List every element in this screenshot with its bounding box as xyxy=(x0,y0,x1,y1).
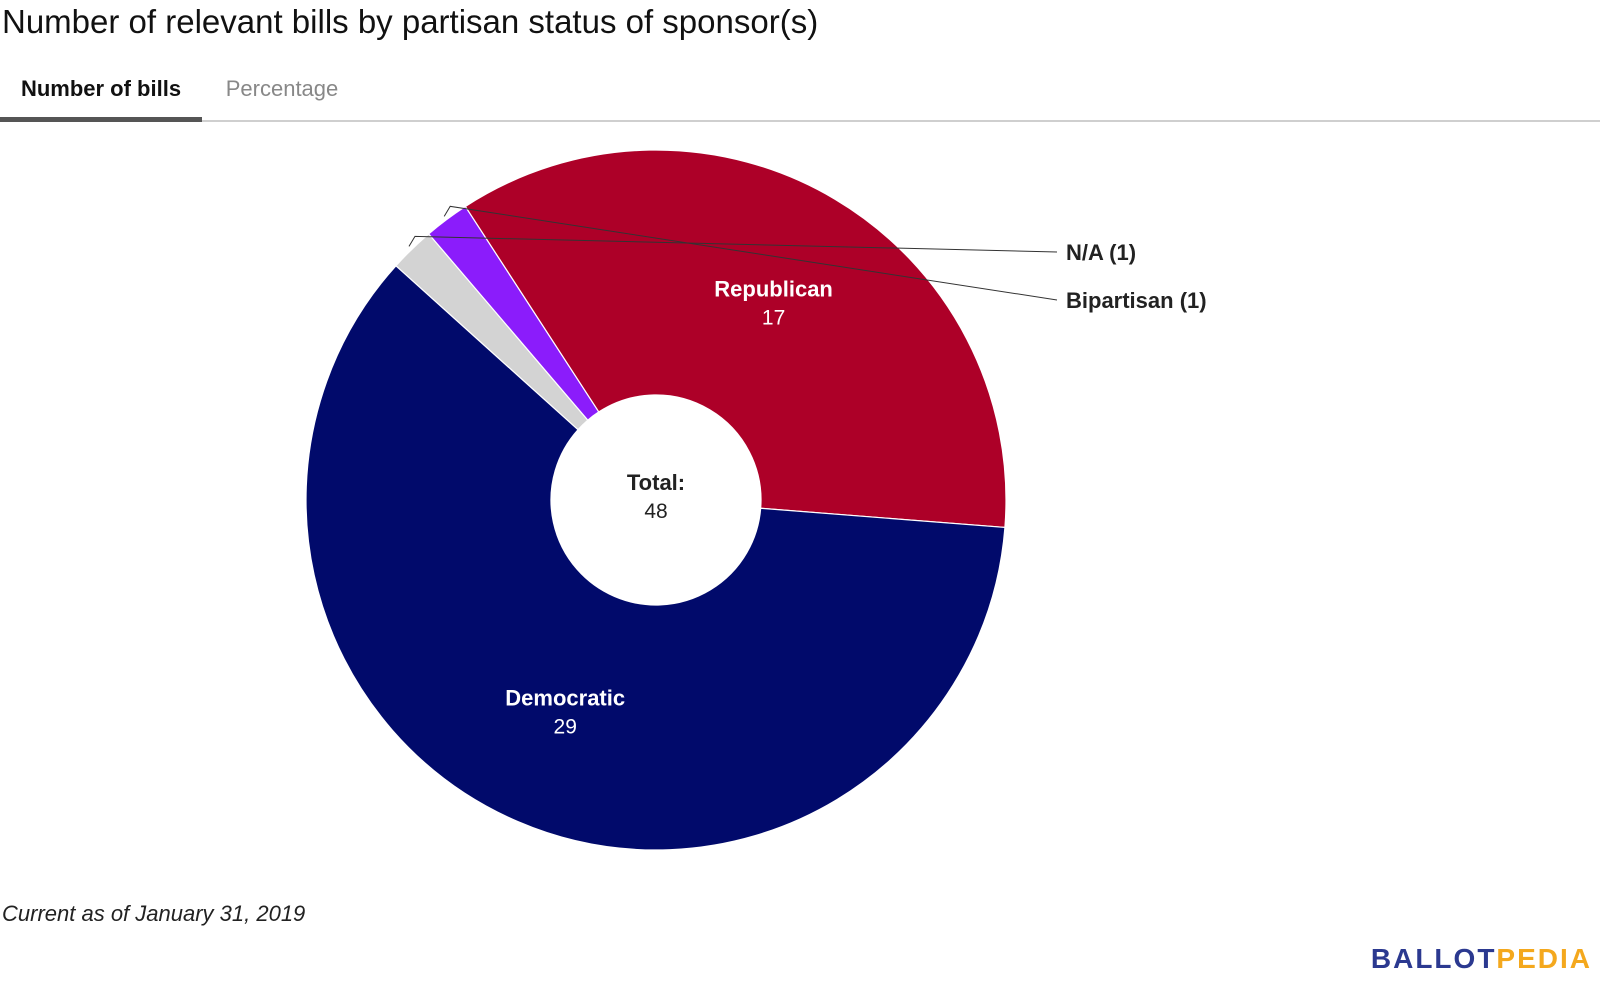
tab-percentage[interactable]: Percentage xyxy=(225,76,339,101)
slice-democratic xyxy=(305,264,1006,851)
slice-value-democratic: 29 xyxy=(554,715,577,738)
logo-text-ballot: BALLOT xyxy=(1370,943,1497,974)
slice-label-republican: Republican xyxy=(714,276,833,301)
slice-label-bipartisan: Bipartisan (1) xyxy=(1066,288,1207,313)
leader-line-bipartisan xyxy=(443,205,1058,301)
tab-bar: Number of bills Percentage xyxy=(0,66,1600,122)
tab-number-of-bills[interactable]: Number of bills xyxy=(0,66,202,122)
leader-line-n-a xyxy=(408,235,1058,253)
footnote-date: Current as of January 31, 2019 xyxy=(2,901,306,926)
center-total-value: 48 xyxy=(644,500,667,523)
slice-republican xyxy=(464,149,1007,529)
slice-label-n-a: N/A (1) xyxy=(1066,240,1136,265)
logo-text-pedia: PEDIA xyxy=(1496,943,1592,974)
donut-chart: N/A (1) Bipartisan (1) Republican 17 Democra… xyxy=(305,149,1207,851)
chart-title: Number of relevant bills by partisan sta… xyxy=(2,3,819,40)
ballotpedia-logo: BALLOTPEDIA xyxy=(1371,943,1592,975)
center-total-label: Total: xyxy=(627,470,685,495)
slice-value-republican: 17 xyxy=(762,306,785,329)
slice-label-democratic: Democratic xyxy=(505,685,625,710)
